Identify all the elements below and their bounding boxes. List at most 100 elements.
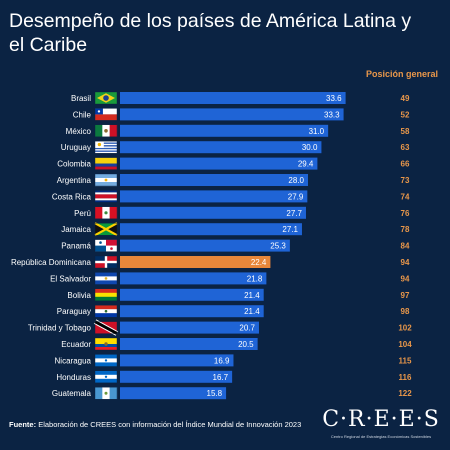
rank-label: 122 [398,389,412,398]
brazil-flag-icon [94,91,118,105]
source-label: Fuente: [9,420,37,429]
nicaragua-flag-icon [94,354,118,367]
ecuador-flag-icon [94,337,118,351]
rank-label: 102 [398,324,412,333]
jamaica-flag-icon [94,222,118,237]
colombia-flag-icon [94,157,118,170]
rank-label: 104 [398,340,412,349]
rank-label: 76 [401,209,410,218]
bar [120,239,290,252]
rank-label: 116 [399,373,412,382]
country-label: Nicaragua [55,356,92,365]
value-label: 21.8 [247,274,263,283]
bar [120,354,234,367]
rank-label: 52 [401,110,410,119]
rank-label: 84 [401,242,410,251]
bolivia-flag-icon [94,288,118,301]
value-label: 21.4 [244,307,260,316]
country-label: República Dominicana [11,258,92,267]
bar [120,174,308,186]
bar [120,288,264,301]
value-label: 25.3 [270,242,286,251]
rank-column-header: Posición general [365,69,438,79]
logo-subtitle: Centro Regional de Estrategias Económica… [330,434,432,439]
bar [120,190,308,203]
rank-label: 78 [401,225,410,234]
crees-logo: C·R·E·E·S Centro Regional de Estrategias… [322,407,440,440]
rank-label: 49 [401,94,410,103]
country-label: Argentina [57,176,92,185]
bar [120,256,271,268]
source-note: Fuente: Elaboración de CREES con informa… [9,420,301,429]
mexico-flag-icon [94,124,118,138]
bar [120,124,329,137]
bar [120,338,258,350]
paraguay-flag-icon [94,305,118,318]
bar [120,157,318,170]
rank-label: 58 [401,127,410,136]
country-label: El Salvador [50,274,91,283]
rank-label: 63 [401,143,410,152]
rank-label: 94 [401,258,410,267]
country-label: Guatemala [52,389,92,398]
value-label: 27.7 [286,209,302,218]
value-label: 20.7 [239,324,255,333]
country-label: Honduras [56,373,91,382]
bar [120,387,227,400]
value-label: 31.0 [309,127,325,136]
country-label: Brasil [71,94,91,103]
bar-chart: Brasil 33.6 49 Chile 33.3 52 México 31.0 58 Urugu… [11,91,412,400]
value-label: 29.4 [298,160,314,169]
guatemala-flag-icon [94,387,118,400]
country-label: Perú [74,209,91,218]
chile-flag-icon [94,108,118,121]
value-label: 22.4 [251,258,267,267]
bar [120,272,267,285]
rank-label: 74 [401,192,410,201]
logo-wordmark: C·R·E·E·S [322,407,440,432]
source-text: Elaboración de CREES con información del… [38,420,302,429]
rank-label: 66 [401,160,410,169]
el-salvador-flag-icon [94,272,118,285]
country-label: Paraguay [57,307,91,316]
country-label: Bolivia [67,291,91,300]
value-label: 21.4 [244,291,260,300]
bar [120,108,344,121]
value-label: 30.0 [302,143,318,152]
peru-flag-icon [94,206,118,220]
trinidad-and-tobago-flag-icon [93,319,119,336]
panama-flag-icon [94,239,118,252]
bar [120,141,322,154]
value-label: 15.8 [207,389,223,398]
value-label: 33.6 [326,94,342,103]
value-label: 27.9 [288,192,304,201]
costa-rica-flag-icon [94,190,118,203]
bar [120,206,306,219]
country-label: Trinidad y Tobago [28,324,92,333]
value-label: 20.5 [238,340,254,349]
value-label: 28.0 [288,176,304,185]
bar [120,370,233,383]
argentina-flag-icon [94,173,118,187]
country-label: Chile [73,110,92,119]
rank-label: 115 [399,356,412,365]
rank-label: 94 [401,274,410,283]
country-label: Jamaica [61,225,91,234]
dominican-republic-flag-icon [94,255,118,269]
value-label: 33.3 [324,110,340,119]
country-label: Costa Rica [52,192,92,201]
bar [120,321,259,334]
bar [120,92,346,104]
country-label: México [66,127,92,136]
value-label: 27.1 [282,225,298,234]
rank-label: 98 [401,307,410,316]
rank-label: 97 [401,291,410,300]
bar [120,223,302,236]
value-label: 16.7 [213,373,229,382]
rank-label: 73 [401,176,410,185]
chart-title: Desempeño de los países de América Latin… [9,10,412,56]
value-label: 16.9 [214,356,230,365]
country-label: Uruguay [61,143,91,152]
country-label: Panamá [61,242,91,251]
uruguay-flag-icon [94,140,118,154]
